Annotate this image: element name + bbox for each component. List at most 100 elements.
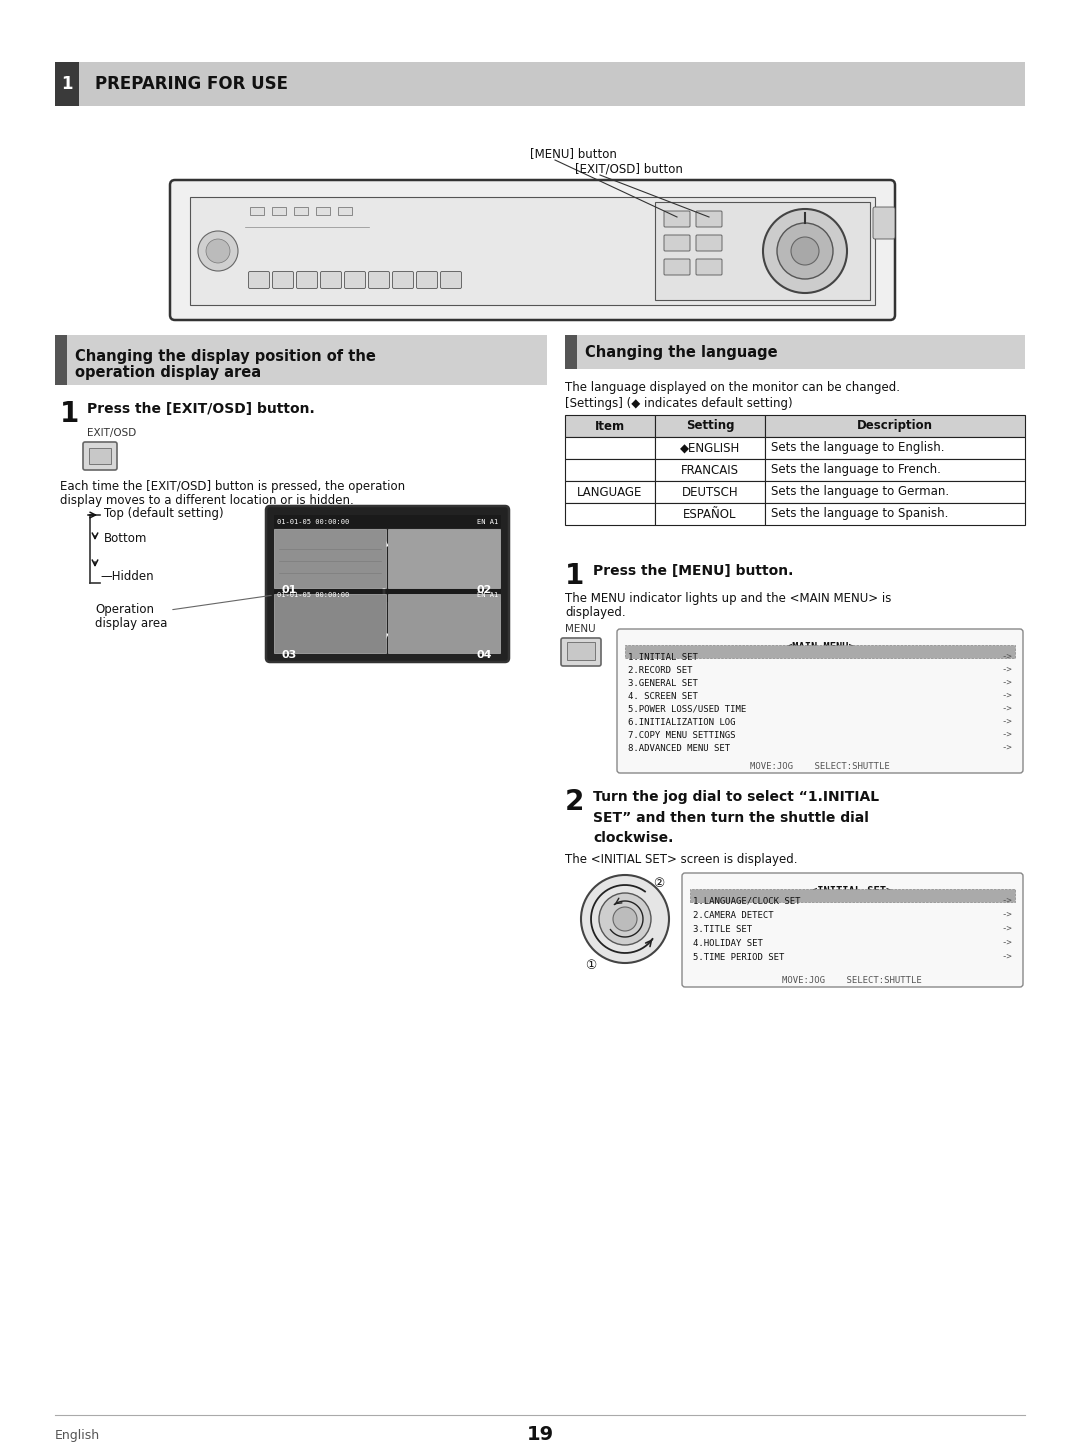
Text: 2.RECORD SET: 2.RECORD SET [627,666,692,675]
Text: 1.INITIAL SET: 1.INITIAL SET [627,653,698,662]
Bar [565,481,654,503]
FancyBboxPatch shape [368,272,390,288]
Text: ->: -> [1001,897,1012,906]
FancyBboxPatch shape [170,180,895,320]
Text: ->: -> [1001,912,1012,920]
Text: Press the [MENU] button.: Press the [MENU] button. [593,564,794,579]
Bar [565,334,577,369]
Bar [565,414,654,438]
Text: Turn the jog dial to select “1.INITIAL
SET” and then turn the shuttle dial
clock: Turn the jog dial to select “1.INITIAL S… [593,790,879,845]
Text: Description: Description [858,420,933,432]
Text: Item: Item [595,420,625,432]
FancyBboxPatch shape [664,211,690,227]
Text: Setting: Setting [686,420,734,432]
Bar [690,888,1015,901]
Text: 1: 1 [62,76,72,93]
Bar [565,459,654,481]
Circle shape [777,222,833,279]
Text: 4.HOLIDAY SET: 4.HOLIDAY SET [693,939,762,948]
Text: 1: 1 [60,400,79,427]
Text: displayed.: displayed. [565,606,625,619]
Bar [55,334,546,385]
Bar [55,63,1025,106]
Text: DEUTSCH: DEUTSCH [681,486,739,499]
Text: Top (default setting): Top (default setting) [104,507,224,521]
Text: display moves to a different location or is hidden.: display moves to a different location or… [60,494,354,507]
FancyBboxPatch shape [83,442,117,470]
Bar [765,459,1025,481]
Bar [338,206,352,215]
Text: [EXIT/OSD] button: [EXIT/OSD] button [575,161,683,174]
Text: ->: -> [1001,925,1012,933]
Text: 1: 1 [565,563,584,590]
Text: Sets the language to French.: Sets the language to French. [771,464,941,477]
Text: Operation: Operation [95,603,154,616]
Text: Press the [EXIT/OSD] button.: Press the [EXIT/OSD] button. [87,401,314,416]
Text: Sets the language to English.: Sets the language to English. [771,442,945,455]
Text: ->: -> [1001,679,1012,688]
FancyBboxPatch shape [266,506,509,662]
Text: MENU: MENU [565,624,596,634]
Text: <INITIAL SET>: <INITIAL SET> [811,885,893,896]
Bar [55,63,79,106]
Text: ->: -> [1001,744,1012,753]
Bar [565,503,654,525]
FancyBboxPatch shape [664,236,690,252]
Text: The <INITIAL SET> screen is displayed.: The <INITIAL SET> screen is displayed. [565,853,797,867]
Text: 5.TIME PERIOD SET: 5.TIME PERIOD SET [693,952,784,963]
Text: 2: 2 [565,788,584,816]
Bar [625,646,1015,659]
Bar [567,643,595,660]
Text: 01: 01 [282,585,297,595]
Text: Changing the display position of the: Changing the display position of the [75,349,376,364]
Text: ESPAÑOL: ESPAÑOL [684,507,737,521]
FancyBboxPatch shape [272,272,294,288]
FancyBboxPatch shape [873,206,895,238]
Bar [765,481,1025,503]
FancyBboxPatch shape [696,259,723,275]
Text: 03: 03 [282,650,297,660]
Bar [654,459,765,481]
Text: EN A1: EN A1 [476,519,498,525]
Text: ->: -> [1001,952,1012,963]
Text: 01-01-05 00:00:00: 01-01-05 00:00:00 [276,519,349,525]
Text: 5.POWER LOSS/USED TIME: 5.POWER LOSS/USED TIME [627,705,746,714]
Text: ②: ② [653,877,664,890]
Text: ①: ① [585,960,596,973]
FancyBboxPatch shape [696,236,723,252]
Text: 02: 02 [476,585,492,595]
Bar [190,196,875,305]
Text: 19: 19 [526,1425,554,1444]
Bar [765,414,1025,438]
Text: operation display area: operation display area [75,365,261,379]
FancyBboxPatch shape [681,872,1023,987]
FancyBboxPatch shape [561,638,600,666]
Bar [565,438,654,459]
Text: Sets the language to Spanish.: Sets the language to Spanish. [771,507,948,521]
Text: PREPARING FOR USE: PREPARING FOR USE [95,76,288,93]
Bar [249,206,264,215]
Text: English: English [55,1428,100,1441]
FancyBboxPatch shape [321,272,341,288]
Text: The language displayed on the monitor can be changed.: The language displayed on the monitor ca… [565,381,900,394]
Text: LANGUAGE: LANGUAGE [578,486,643,499]
Text: 2.CAMERA DETECT: 2.CAMERA DETECT [693,912,773,920]
Text: ◆ENGLISH: ◆ENGLISH [680,442,740,455]
FancyBboxPatch shape [417,272,437,288]
Text: ->: -> [1001,692,1012,701]
Text: MOVE:JOG    SELECT:SHUTTLE: MOVE:JOG SELECT:SHUTTLE [751,762,890,771]
FancyBboxPatch shape [345,272,365,288]
FancyBboxPatch shape [441,272,461,288]
Circle shape [581,875,669,963]
Text: 7.COPY MENU SETTINGS: 7.COPY MENU SETTINGS [627,731,735,740]
Text: FRANCAIS: FRANCAIS [681,464,739,477]
Circle shape [762,209,847,294]
Bar [654,438,765,459]
Circle shape [791,237,819,265]
Text: 4. SCREEN SET: 4. SCREEN SET [627,692,698,701]
Text: ->: -> [1001,653,1012,662]
Text: ->: -> [1001,705,1012,714]
Bar [654,503,765,525]
FancyBboxPatch shape [392,272,414,288]
Text: ->: -> [1001,731,1012,740]
